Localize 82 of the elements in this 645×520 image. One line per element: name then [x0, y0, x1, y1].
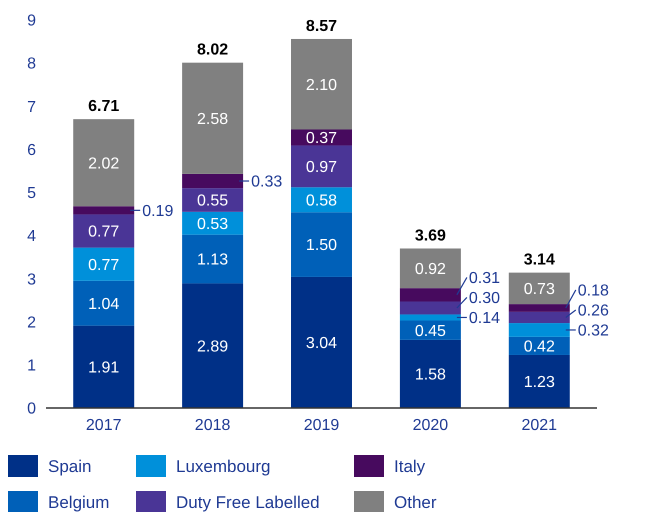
y-tick-label: 4: [27, 228, 36, 246]
total-label: 8.02: [197, 42, 228, 59]
total-label: 3.69: [414, 227, 446, 244]
bar: [73, 248, 134, 281]
bar: [291, 187, 352, 212]
total-label: 3.14: [524, 252, 555, 269]
bar: [400, 288, 461, 302]
bar: [182, 283, 244, 408]
legend-label: Luxembourg: [176, 456, 271, 476]
data-label: 0.55: [197, 192, 228, 210]
bar: [400, 340, 461, 408]
data-label: 0.19: [142, 202, 174, 220]
bar: [182, 174, 244, 188]
data-label: 0.58: [306, 192, 338, 210]
x-tick-label: 2021: [521, 417, 558, 434]
y-tick-label: 7: [27, 98, 36, 116]
bar: [400, 314, 461, 320]
y-tick-label: 0: [27, 400, 36, 418]
bar: [508, 272, 570, 304]
data-label: 0.97: [306, 158, 338, 176]
data-label: 0.31: [468, 270, 500, 288]
bar: [182, 234, 244, 284]
bar: [73, 206, 134, 214]
data-label: 1.50: [306, 237, 338, 254]
data-label: 0.53: [197, 216, 228, 233]
data-label: 2.58: [197, 110, 228, 128]
data-label: 0.73: [524, 280, 555, 298]
y-tick-label: 1: [27, 357, 36, 374]
y-tick-label: 8: [27, 56, 36, 73]
data-label: 0.33: [251, 174, 282, 191]
x-tick-label: 2018: [194, 417, 231, 434]
x-tick-label: 2019: [304, 417, 340, 434]
bar: [508, 304, 570, 312]
data-label: 2.02: [88, 155, 120, 172]
data-label: 1.13: [197, 252, 228, 269]
bar: [73, 214, 134, 248]
y-tick-label: 2: [27, 314, 36, 332]
y-tick-label: 3: [27, 271, 36, 288]
data-label: 1.91: [88, 359, 120, 376]
x-tick-label: 2020: [412, 417, 448, 434]
data-label: 0.26: [578, 302, 610, 320]
bar: [291, 145, 352, 188]
data-label: 0.42: [524, 338, 555, 356]
bar: [73, 119, 134, 206]
bar: [73, 326, 134, 408]
bar: [182, 188, 244, 212]
legend-label: Belgium: [48, 492, 110, 512]
bar: [73, 280, 134, 326]
data-label: 0.14: [468, 310, 500, 328]
legend-label: Italy: [394, 456, 426, 476]
y-tick-label: 5: [27, 185, 36, 202]
y-tick-label: 9: [27, 12, 36, 30]
total-label: 8.57: [306, 18, 338, 35]
data-label: 1.04: [88, 296, 120, 313]
data-label: 1.58: [414, 366, 446, 384]
bar: [508, 354, 570, 408]
data-label: 0.77: [88, 224, 120, 241]
bar: [291, 212, 352, 277]
data-label: 2.89: [197, 338, 228, 356]
bar: [400, 302, 461, 314]
legend-label: Spain: [48, 456, 92, 476]
total-label: 6.71: [88, 98, 120, 116]
data-label: 0.32: [578, 322, 610, 340]
bar: [182, 62, 244, 174]
y-tick-label: 6: [27, 142, 36, 159]
data-label: 0.37: [306, 130, 338, 148]
bar: [291, 276, 352, 408]
legend-label: Other: [394, 492, 437, 512]
x-tick-label: 2017: [86, 417, 122, 434]
data-label: 0.77: [88, 256, 120, 274]
bar: [400, 248, 461, 288]
data-label: 0.45: [414, 322, 446, 340]
data-label: 2.10: [306, 76, 338, 94]
data-label: 0.30: [468, 290, 500, 308]
data-label: 0.92: [414, 260, 446, 278]
bar: [291, 38, 352, 130]
legend-label: Duty Free Labelled: [176, 492, 320, 512]
data-label: 3.04: [306, 335, 338, 352]
bar: [508, 323, 570, 337]
bar: [508, 312, 570, 324]
data-label: 0.18: [578, 282, 610, 300]
data-label: 1.23: [524, 374, 555, 392]
